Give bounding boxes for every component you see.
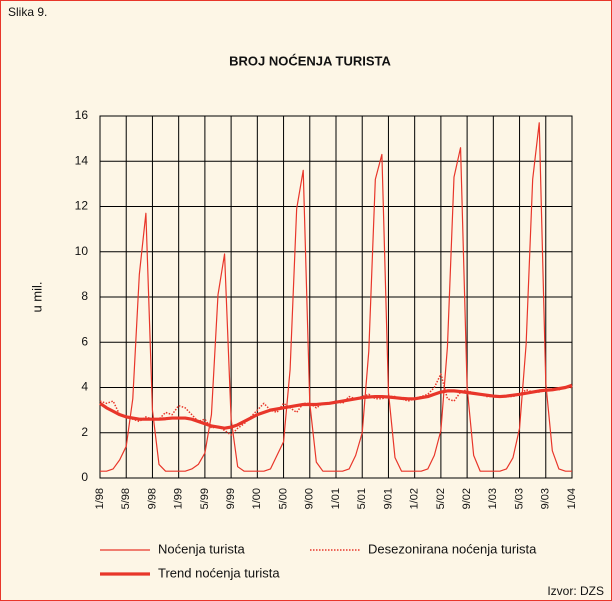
x-tick-label: 5/02 — [435, 488, 447, 509]
series-line — [100, 122, 572, 472]
x-tick-label: 9/01 — [382, 488, 394, 509]
x-tick-label: 1/99 — [173, 488, 185, 509]
series-line — [99, 383, 573, 430]
x-tick-label: 5/01 — [356, 488, 368, 509]
y-tick-label: 4 — [81, 380, 88, 394]
x-tick-label: 1/01 — [330, 488, 342, 509]
x-tick-label: 9/00 — [304, 488, 316, 509]
y-tick-label: 0 — [81, 470, 88, 484]
y-tick-label: 10 — [75, 244, 89, 258]
y-tick-label: 12 — [75, 199, 89, 213]
x-tick-label: 9/99 — [225, 488, 237, 509]
x-tick-label: 9/98 — [146, 488, 158, 509]
legend-label: Trend noćenja turista — [158, 565, 280, 580]
x-tick-label: 9/02 — [461, 488, 473, 509]
x-tick-label: 1/00 — [251, 488, 263, 509]
y-tick-label: 16 — [75, 108, 89, 122]
y-tick-label: 6 — [81, 334, 88, 348]
plot-border — [99, 115, 573, 479]
legend-label: Noćenja turista — [158, 541, 245, 556]
legend-label: Desezonirana noćenja turista — [368, 541, 537, 556]
x-tick-label: 5/03 — [513, 488, 525, 509]
y-axis-label: u mil. — [29, 281, 44, 312]
y-tick-label: 14 — [75, 153, 89, 167]
x-tick-label: 1/03 — [487, 488, 499, 509]
x-tick-label: 1/02 — [409, 488, 421, 509]
x-tick-label: 5/98 — [120, 488, 132, 509]
chart-title: BROJ NOĆENJA TURISTA — [229, 53, 391, 68]
source: Izvor: DZS — [547, 584, 604, 598]
y-tick-label: 8 — [81, 289, 88, 303]
x-tick-label: 1/98 — [94, 488, 106, 509]
x-tick-label: 5/99 — [199, 488, 211, 509]
x-tick-label: 5/00 — [277, 488, 289, 509]
figure-label: Slika 9. — [8, 5, 47, 19]
x-tick-label: 1/04 — [566, 488, 578, 509]
y-tick-label: 2 — [81, 425, 88, 439]
x-tick-label: 9/03 — [540, 488, 552, 509]
